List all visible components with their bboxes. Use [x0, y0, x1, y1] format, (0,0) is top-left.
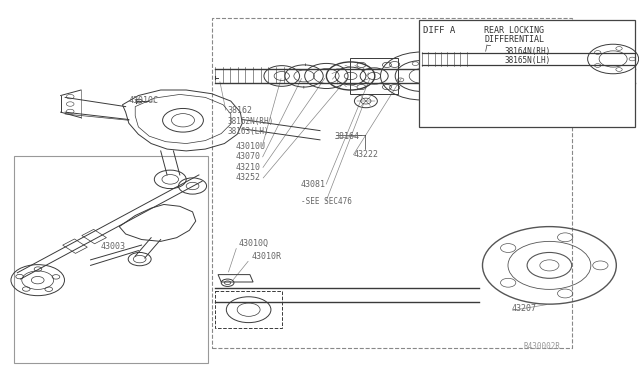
- Text: 38165N(LH): 38165N(LH): [505, 57, 551, 65]
- Text: 38162N(RH): 38162N(RH): [228, 117, 274, 126]
- Text: 43003: 43003: [100, 242, 125, 251]
- Text: 43010C: 43010C: [129, 96, 159, 105]
- Text: R430002R: R430002R: [524, 342, 561, 351]
- Text: 38163(LH): 38163(LH): [228, 126, 269, 135]
- Text: 43207: 43207: [511, 304, 536, 313]
- Text: DIFF A: DIFF A: [423, 26, 456, 35]
- Text: 43070: 43070: [236, 153, 261, 161]
- Text: 43081: 43081: [301, 180, 326, 189]
- Text: 43010R: 43010R: [251, 252, 281, 261]
- Text: 43010U: 43010U: [236, 142, 266, 151]
- Text: DIFFERENTIAL: DIFFERENTIAL: [484, 35, 545, 44]
- Text: 43210: 43210: [236, 163, 261, 172]
- Text: 43010Q: 43010Q: [239, 239, 268, 248]
- Text: -SEE SEC476: -SEE SEC476: [301, 198, 352, 206]
- Text: 38164N(RH): 38164N(RH): [505, 47, 551, 56]
- Text: REAR LOCKING: REAR LOCKING: [484, 26, 545, 35]
- Text: 38164: 38164: [334, 132, 359, 141]
- Bar: [419, 20, 636, 127]
- Bar: [212, 18, 572, 349]
- Text: 43252: 43252: [236, 173, 261, 182]
- Bar: [14, 157, 209, 363]
- Bar: [82, 230, 106, 244]
- Bar: [350, 58, 398, 94]
- Text: 43222: 43222: [353, 150, 378, 159]
- Bar: [63, 239, 87, 253]
- Text: 38162: 38162: [228, 106, 253, 115]
